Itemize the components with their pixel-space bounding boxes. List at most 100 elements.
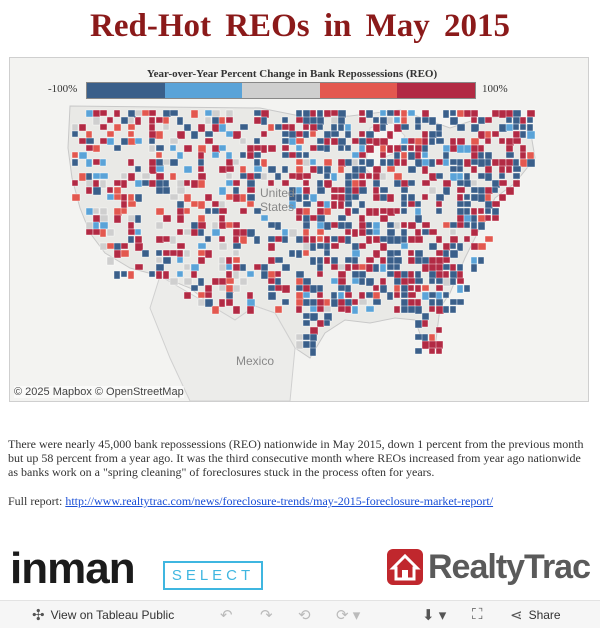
county-cell[interactable] [344, 130, 352, 139]
county-cell[interactable] [162, 249, 171, 257]
county-cell[interactable] [365, 221, 373, 229]
county-cell[interactable] [344, 123, 352, 132]
county-cell[interactable] [323, 158, 333, 167]
county-cell[interactable] [120, 242, 129, 250]
county-cell[interactable] [253, 235, 261, 245]
county-cell[interactable] [519, 158, 529, 168]
county-cell[interactable] [512, 116, 521, 125]
county-cell[interactable] [435, 172, 444, 180]
county-cell[interactable] [435, 277, 444, 285]
county-cell[interactable] [232, 221, 241, 229]
county-cell[interactable] [330, 242, 340, 250]
county-cell[interactable] [372, 263, 380, 273]
county-cell[interactable] [155, 165, 165, 173]
county-cell[interactable] [309, 347, 317, 357]
county-cell[interactable] [295, 270, 305, 279]
county-cell[interactable] [449, 109, 457, 117]
county-cell[interactable] [316, 221, 326, 230]
county-cell[interactable] [225, 298, 234, 307]
county-cell[interactable] [372, 228, 381, 236]
county-cell[interactable] [407, 109, 416, 117]
county-cell[interactable] [330, 235, 339, 243]
county-cell[interactable] [449, 298, 458, 306]
county-cell[interactable] [127, 172, 136, 182]
refresh-button[interactable]: ⟳ ▾ [336, 606, 360, 624]
county-cell[interactable] [309, 326, 319, 336]
county-cell[interactable] [393, 291, 401, 299]
county-cell[interactable] [106, 186, 114, 194]
county-cell[interactable] [253, 165, 263, 173]
county-cell[interactable] [477, 214, 487, 223]
county-cell[interactable] [498, 193, 507, 202]
county-cell[interactable] [428, 228, 438, 236]
county-cell[interactable] [393, 144, 403, 153]
county-cell[interactable] [393, 116, 401, 124]
county-cell[interactable] [267, 221, 277, 229]
county-cell[interactable] [330, 263, 340, 271]
county-cell[interactable] [309, 165, 318, 174]
county-cell[interactable] [274, 284, 284, 292]
county-cell[interactable] [386, 249, 396, 258]
county-cell[interactable] [330, 137, 340, 146]
county-cell[interactable] [155, 270, 163, 280]
county-cell[interactable] [484, 137, 492, 145]
county-cell[interactable] [330, 130, 340, 138]
county-cell[interactable] [253, 109, 263, 117]
county-cell[interactable] [260, 263, 269, 272]
county-cell[interactable] [127, 158, 135, 167]
county-cell[interactable] [267, 144, 277, 153]
county-cell[interactable] [316, 214, 326, 223]
county-cell[interactable] [400, 151, 408, 160]
county-cell[interactable] [477, 186, 486, 195]
county-cell[interactable] [92, 109, 101, 118]
county-cell[interactable] [337, 305, 347, 313]
county-cell[interactable] [421, 165, 429, 175]
county-cell[interactable] [330, 221, 340, 229]
county-cell[interactable] [372, 172, 381, 181]
county-cell[interactable] [302, 158, 311, 167]
county-cell[interactable] [99, 242, 108, 251]
county-cell[interactable] [309, 312, 319, 322]
county-cell[interactable] [239, 165, 247, 174]
county-cell[interactable] [386, 116, 394, 125]
county-cell[interactable] [407, 291, 417, 299]
county-cell[interactable] [379, 242, 388, 252]
county-cell[interactable] [365, 263, 374, 273]
county-cell[interactable] [414, 277, 424, 285]
county-cell[interactable] [400, 242, 409, 250]
county-cell[interactable] [428, 270, 438, 280]
county-cell[interactable] [162, 179, 170, 188]
county-cell[interactable] [505, 123, 514, 132]
county-cell[interactable] [106, 137, 115, 146]
county-cell[interactable] [379, 284, 388, 294]
county-cell[interactable] [526, 116, 534, 124]
county-cell[interactable] [232, 158, 240, 166]
county-cell[interactable] [253, 158, 261, 167]
county-cell[interactable] [197, 158, 205, 167]
county-cell[interactable] [85, 137, 95, 145]
county-cell[interactable] [316, 186, 326, 195]
county-cell[interactable] [491, 109, 501, 118]
county-cell[interactable] [225, 172, 233, 180]
county-cell[interactable] [393, 123, 403, 133]
county-cell[interactable] [302, 179, 310, 187]
county-cell[interactable] [92, 116, 101, 126]
county-cell[interactable] [358, 263, 367, 271]
county-cell[interactable] [155, 249, 163, 257]
county-cell[interactable] [169, 193, 179, 201]
county-cell[interactable] [442, 249, 450, 259]
county-cell[interactable] [309, 256, 317, 266]
county-cell[interactable] [78, 172, 87, 182]
county-cell[interactable] [302, 193, 310, 201]
county-cell[interactable] [204, 193, 213, 202]
county-cell[interactable] [218, 214, 226, 223]
county-cell[interactable] [155, 172, 165, 181]
county-cell[interactable] [428, 340, 438, 350]
county-cell[interactable] [379, 263, 387, 273]
county-cell[interactable] [337, 214, 347, 222]
county-cell[interactable] [407, 137, 416, 145]
county-cell[interactable] [99, 109, 108, 117]
county-cell[interactable] [99, 123, 108, 131]
county-cell[interactable] [281, 263, 291, 272]
county-cell[interactable] [519, 151, 527, 160]
